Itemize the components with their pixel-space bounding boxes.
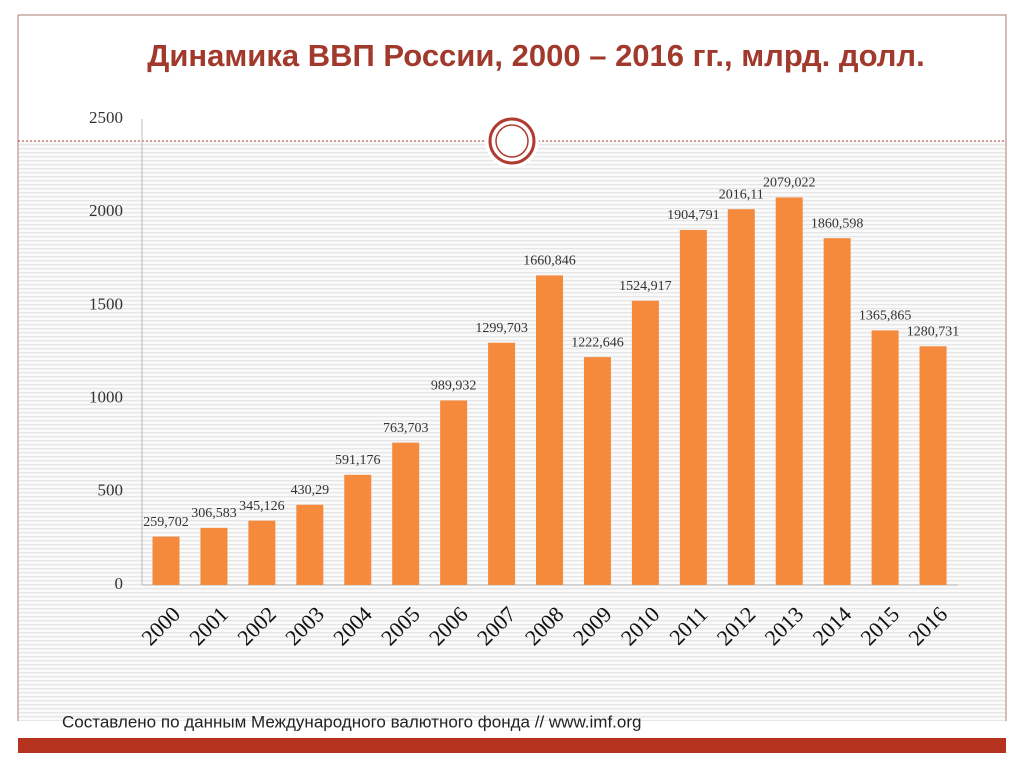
bar: [344, 474, 372, 585]
y-tick-label: 500: [98, 481, 124, 500]
bar: [583, 357, 611, 585]
y-tick-label: 1000: [89, 388, 123, 407]
value-label: 1280,731: [907, 324, 960, 339]
value-label: 1524,917: [619, 279, 672, 294]
value-label: 1299,703: [475, 321, 528, 336]
bar: [392, 442, 420, 585]
value-label: 591,176: [335, 453, 381, 468]
y-tick-label: 1500: [89, 294, 123, 313]
bar: [248, 520, 276, 585]
bar: [727, 209, 755, 586]
bar: [200, 527, 228, 585]
bar: [296, 504, 324, 585]
value-label: 1904,791: [667, 208, 720, 223]
bar: [679, 229, 707, 585]
value-label: 2016,11: [719, 187, 764, 202]
bar: [440, 400, 468, 585]
y-tick-label: 2000: [89, 201, 123, 220]
value-label: 2079,022: [763, 176, 816, 191]
bar: [775, 197, 803, 585]
y-tick-label: 0: [115, 574, 124, 593]
footer-band: [18, 738, 1006, 753]
value-label: 345,126: [239, 499, 285, 514]
footer-note: Составлено по данным Международного валю…: [62, 712, 641, 731]
value-label: 1222,646: [571, 335, 624, 350]
value-label: 259,702: [143, 515, 189, 530]
value-label: 1365,865: [859, 309, 912, 324]
bar: [823, 238, 851, 585]
value-label: 306,583: [191, 506, 237, 521]
frame: [17, 14, 1007, 721]
bar: [871, 330, 899, 585]
chart-title: Динамика ВВП России, 2000 – 2016 гг., мл…: [147, 38, 924, 73]
bar: [536, 275, 564, 585]
value-label: 989,932: [431, 379, 477, 394]
bar: [488, 342, 516, 585]
ornament-bg: [485, 114, 539, 168]
bar: [919, 346, 947, 585]
value-label: 763,703: [383, 421, 429, 436]
bar: [631, 300, 659, 585]
value-label: 1660,846: [523, 254, 576, 269]
ornament-inner: [495, 124, 529, 158]
bar: [152, 536, 180, 585]
value-label: 1860,598: [811, 216, 864, 231]
y-tick-label: 2500: [89, 108, 123, 127]
value-label: 430,29: [291, 483, 330, 498]
ornament-ring: [488, 117, 536, 165]
